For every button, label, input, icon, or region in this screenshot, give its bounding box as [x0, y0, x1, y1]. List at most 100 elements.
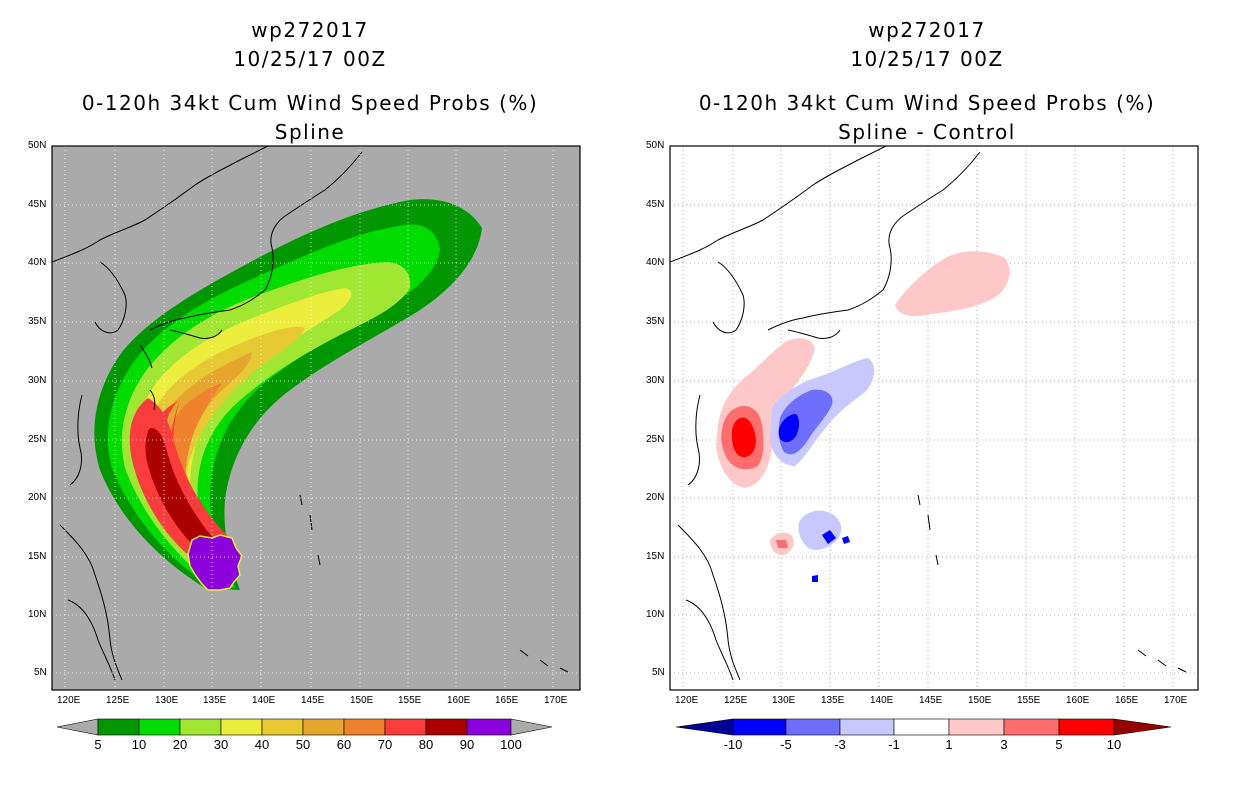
right-ytick: 30N: [646, 375, 665, 386]
left-xtick: 150E: [350, 695, 374, 706]
left-ytick: 5N: [34, 667, 47, 678]
left-ytick: 45N: [28, 199, 47, 210]
left-coastlines: [52, 146, 569, 681]
left-colorbar-label: 90: [459, 737, 475, 752]
left-ytick: 15N: [28, 551, 47, 562]
prob-band-90-inner: [147, 430, 214, 548]
right-colorbar-label: -1: [888, 737, 900, 752]
left-datetime: 10/25/17 00Z: [233, 47, 387, 71]
right-colorbar-swatch-neg1-1: [893, 718, 950, 736]
left-ytick: 50N: [28, 140, 47, 151]
diff-pos-1-north: [895, 251, 1010, 317]
right-colorbar-swatch-neg5-neg3: [785, 718, 841, 736]
right-colorbar-swatch-1-3: [948, 718, 1005, 736]
left-xtick: 165E: [495, 695, 519, 706]
left-colorbar-label: 20: [172, 737, 188, 752]
right-xtick: 140E: [870, 695, 894, 706]
left-colorbar-swatch-40-50: [261, 718, 304, 736]
left-colorbar-low-arrow: [56, 718, 99, 736]
left-colorbar-label: 40: [254, 737, 270, 752]
left-colorbar-swatch-90-100: [466, 718, 512, 736]
right-colorbar-swatch-neg10-neg5: [732, 718, 787, 736]
right-ytick: 5N: [652, 667, 665, 678]
right-colorbar-label: -5: [780, 737, 792, 752]
right-xtick: 160E: [1066, 695, 1090, 706]
right-xtick: 170E: [1164, 695, 1188, 706]
right-colorbar-label: -10: [723, 737, 743, 752]
right-xtick: 120E: [675, 695, 699, 706]
left-colorbar-swatch-50-60: [302, 718, 345, 736]
right-coastlines: [670, 146, 1187, 681]
left-colorbar-label: 70: [377, 737, 393, 752]
right-xtick: 165E: [1115, 695, 1139, 706]
right-xtick: 150E: [968, 695, 992, 706]
left-xtick: 160E: [447, 695, 471, 706]
right-colorbar-label: 10: [1106, 737, 1122, 752]
diff-pos-3-south: [776, 540, 788, 548]
left-colorbar-swatch-30-40: [220, 718, 263, 736]
right-colorbar-swatch-3-5: [1003, 718, 1060, 736]
right-xtick: 145E: [919, 695, 943, 706]
left-colorbar: [56, 718, 553, 736]
right-colorbar-label: 1: [945, 737, 953, 752]
right-ytick: 25N: [646, 434, 665, 445]
left-colorbar-high-arrow: [510, 718, 553, 736]
right-ytick: 50N: [646, 140, 665, 151]
right-storm-id: wp272017: [868, 18, 986, 42]
diff-neg-5: [778, 414, 799, 443]
left-map-frame: [51, 145, 581, 691]
left-storm-id: wp272017: [251, 18, 369, 42]
right-difference-map: [670, 146, 1198, 690]
right-colorbar-low-arrow: [675, 718, 734, 736]
left-grid: [52, 146, 580, 690]
prob-band-100: [187, 534, 243, 591]
left-subtitle: Spline: [274, 120, 346, 144]
left-colorbar-swatch-80-90: [425, 718, 468, 736]
right-ytick: 20N: [646, 492, 665, 503]
left-colorbar-swatch-20-30: [179, 718, 222, 736]
left-xtick: 140E: [252, 695, 276, 706]
left-ytick: 35N: [28, 316, 47, 327]
left-colorbar-swatch-70-80: [384, 718, 427, 736]
left-colorbar-label: 100: [500, 737, 522, 752]
right-ytick: 45N: [646, 199, 665, 210]
right-subtitle: Spline - Control: [838, 120, 1016, 144]
right-datetime: 10/25/17 00Z: [850, 47, 1004, 71]
left-ytick: 40N: [28, 257, 47, 268]
left-colorbar-swatch-60-70: [343, 718, 386, 736]
left-xtick: 120E: [57, 695, 81, 706]
right-colorbar-swatch-neg3-neg1: [839, 718, 895, 736]
left-xtick: 130E: [155, 695, 179, 706]
left-colorbar-label: 30: [213, 737, 229, 752]
left-xtick: 145E: [301, 695, 325, 706]
left-colorbar-label: 60: [336, 737, 352, 752]
right-ytick: 15N: [646, 551, 665, 562]
right-xtick: 135E: [821, 695, 845, 706]
right-xtick: 130E: [772, 695, 796, 706]
left-ytick: 25N: [28, 434, 47, 445]
left-ytick: 10N: [28, 609, 47, 620]
left-product-title: 0-120h 34kt Cum Wind Speed Probs (%): [81, 91, 539, 115]
right-map-frame: [669, 145, 1199, 691]
left-xtick: 155E: [398, 695, 422, 706]
right-colorbar: [675, 718, 1172, 736]
left-xtick: 125E: [106, 695, 130, 706]
diff-neg-5-south: [812, 530, 850, 582]
right-ytick: 40N: [646, 257, 665, 268]
left-colorbar-swatch-5-10: [97, 718, 140, 736]
right-colorbar-label: 3: [1000, 737, 1008, 752]
left-xtick: 135E: [203, 695, 227, 706]
left-colorbar-label: 10: [131, 737, 147, 752]
left-colorbar-label: 5: [94, 737, 102, 752]
right-ytick: 35N: [646, 316, 665, 327]
right-xtick: 125E: [724, 695, 748, 706]
right-colorbar-swatch-5-10: [1058, 718, 1115, 736]
diff-pos-5-west: [731, 417, 756, 458]
left-colorbar-label: 80: [418, 737, 434, 752]
right-product-title: 0-120h 34kt Cum Wind Speed Probs (%): [698, 91, 1156, 115]
right-colorbar-high-arrow: [1113, 718, 1172, 736]
left-colorbar-label: 50: [295, 737, 311, 752]
right-ytick: 10N: [646, 609, 665, 620]
left-xtick: 170E: [544, 695, 568, 706]
